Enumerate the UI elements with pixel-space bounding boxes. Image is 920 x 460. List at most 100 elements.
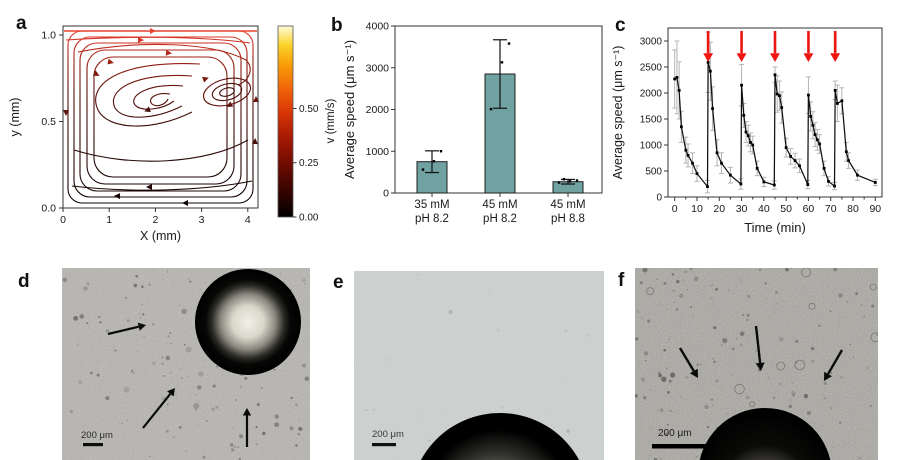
circle-decor xyxy=(133,372,135,374)
circle-decor xyxy=(740,279,742,281)
line-decor xyxy=(678,347,695,372)
circle-decor xyxy=(746,314,750,317)
data-point xyxy=(439,150,443,153)
data-point xyxy=(684,148,688,152)
circle-decor xyxy=(747,335,749,337)
circle-decor xyxy=(669,336,671,338)
circle-decor xyxy=(642,268,648,273)
circle-decor xyxy=(767,376,770,379)
circle-decor xyxy=(428,439,431,442)
tick-label: 1000 xyxy=(640,141,663,152)
circle-decor xyxy=(692,316,694,318)
circle-decor xyxy=(365,408,368,412)
path-decor xyxy=(226,101,234,107)
path-decor xyxy=(65,36,251,44)
data-point xyxy=(811,123,815,127)
circle-decor xyxy=(810,346,815,351)
path-decor xyxy=(165,49,172,56)
data-point xyxy=(873,181,877,184)
pointer-arrow-icon xyxy=(107,322,146,336)
tick-label: 0.25 xyxy=(299,158,319,169)
circle-decor xyxy=(712,358,714,360)
circle-decor xyxy=(78,380,83,385)
tick-label: 3000 xyxy=(366,62,390,74)
line-decor xyxy=(827,349,844,375)
tick-label: 40 xyxy=(758,203,770,215)
circle-decor xyxy=(161,396,166,401)
tick-label: 0 xyxy=(60,214,66,226)
circle-decor xyxy=(739,331,745,337)
stimulus-arrow-icon xyxy=(770,31,780,62)
circle-decor xyxy=(636,310,640,313)
circle-decor xyxy=(686,289,688,291)
circle-decor xyxy=(778,336,784,342)
data-point xyxy=(840,99,844,103)
tick-label: pH 8.8 xyxy=(551,213,585,225)
pointer-arrow-icon xyxy=(142,388,175,429)
path-decor xyxy=(150,93,171,107)
circle-decor xyxy=(239,434,244,439)
circle-decor xyxy=(665,308,668,311)
scale-bar-label: 200 μm xyxy=(81,430,113,441)
circle-decor xyxy=(643,351,649,356)
circle-decor xyxy=(728,289,730,292)
circle-decor xyxy=(745,395,750,400)
circle-decor xyxy=(302,429,303,431)
tick-label: 0.50 xyxy=(299,104,319,115)
stimulus-arrow-icon xyxy=(803,31,814,62)
circle-decor xyxy=(710,297,713,300)
data-point xyxy=(844,150,848,154)
panel-a-axes: 0 1 2 3 4 0.0 0.5 1.0 X (mm) y (mm) 0.00 0.25 0.50 v … xyxy=(8,25,337,243)
circle-decor xyxy=(255,442,259,446)
panel-b-label: b xyxy=(331,15,343,36)
circle-decor xyxy=(99,321,102,324)
circle-decor xyxy=(105,329,110,333)
data-point xyxy=(739,182,743,186)
polygon-decor xyxy=(824,371,832,381)
circle-decor xyxy=(215,405,219,409)
circle-decor xyxy=(162,278,164,280)
circle-decor xyxy=(500,405,504,409)
tick-label: 0 xyxy=(383,188,389,200)
circle-decor xyxy=(105,396,110,401)
circle-decor xyxy=(644,272,647,275)
circle-decor xyxy=(126,419,128,422)
circle-decor xyxy=(174,394,178,397)
data-point xyxy=(772,183,776,187)
data-point xyxy=(706,185,709,188)
circle-decor xyxy=(151,361,156,365)
path-decor xyxy=(251,138,258,145)
panel-e-label: e xyxy=(333,272,344,293)
circle-decor xyxy=(736,337,738,340)
data-point xyxy=(729,173,732,177)
panel-f-micrograph: 200 μm xyxy=(635,268,878,460)
circle-decor xyxy=(788,404,792,409)
rect-decor xyxy=(79,42,242,192)
polygon-decor xyxy=(830,53,841,62)
tick-label: 0.5 xyxy=(41,116,56,128)
circle-decor xyxy=(302,363,307,368)
circle-decor xyxy=(135,274,139,278)
tick-label: 1500 xyxy=(640,115,663,126)
data-point xyxy=(679,125,683,129)
circle-decor xyxy=(187,278,190,280)
circle-decor xyxy=(290,396,293,399)
circle-decor xyxy=(256,402,260,407)
path-decor xyxy=(202,76,209,83)
circle-decor xyxy=(660,458,662,460)
circle-decor xyxy=(712,284,714,286)
circle-decor xyxy=(96,361,98,363)
circle-decor xyxy=(673,301,675,304)
data-point xyxy=(746,134,750,138)
circle-decor xyxy=(814,290,816,293)
circle-decor xyxy=(685,376,688,379)
tick-label: 3 xyxy=(199,214,205,226)
data-point xyxy=(807,93,810,97)
data-point xyxy=(744,130,748,134)
data-point xyxy=(675,76,679,79)
data-point xyxy=(720,161,723,165)
circle-decor xyxy=(870,332,878,343)
circle-decor xyxy=(725,413,728,415)
circle-decor xyxy=(194,408,197,411)
circle-decor xyxy=(642,396,647,400)
